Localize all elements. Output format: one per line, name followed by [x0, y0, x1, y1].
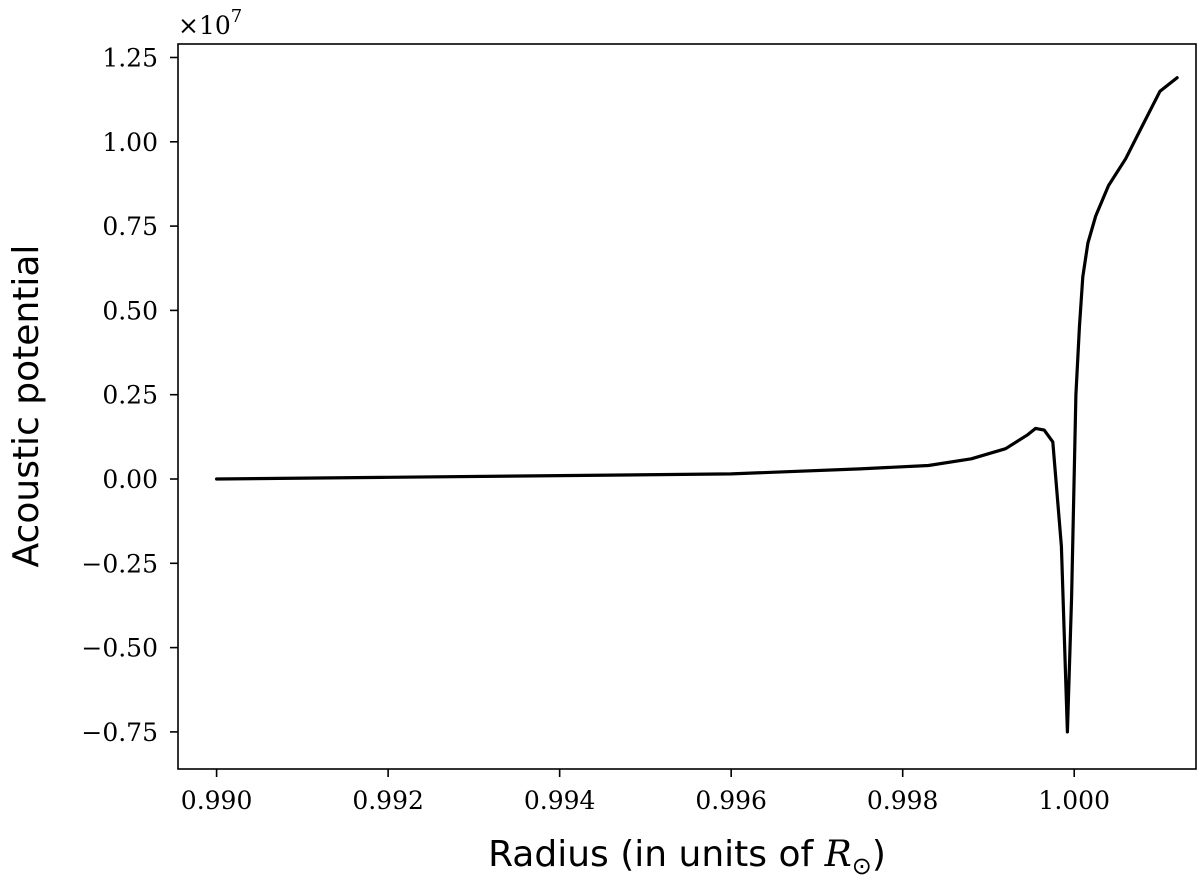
- y-tick-label: 1.25: [102, 43, 158, 72]
- series-line: [215, 76, 1179, 734]
- y-tick-label: 0.00: [102, 465, 158, 494]
- plot-frame: [177, 43, 1197, 770]
- x-tick-label: 0.998: [867, 786, 939, 815]
- y-tick-label: −0.50: [81, 634, 158, 663]
- x-tick-label: 0.992: [352, 786, 424, 815]
- y-axis-ticks: −0.75 −0.50 −0.25 0.00 0.25 0.50 0.75 1.00 1.25: [81, 43, 178, 747]
- x-axis-ticks: 0.990 0.992 0.994 0.996 0.998 1.000: [181, 769, 1110, 815]
- x-tick-label: 0.990: [181, 786, 253, 815]
- y-tick-label: 0.50: [102, 296, 158, 325]
- y-tick-label: 0.25: [102, 381, 158, 410]
- x-tick-label: 1.000: [1038, 786, 1110, 815]
- y-tick-label: −0.75: [81, 718, 158, 747]
- y-tick-label: 0.75: [102, 212, 158, 241]
- y-axis-label: Acoustic potential: [6, 245, 47, 568]
- y-offset-label: ×107: [178, 6, 242, 40]
- x-tick-label: 0.996: [695, 786, 767, 815]
- y-tick-label: 1.00: [102, 128, 158, 157]
- x-tick-label: 0.994: [524, 786, 596, 815]
- y-tick-label: −0.25: [81, 549, 158, 578]
- x-axis-label: Radius (in units of R⊙): [488, 834, 886, 880]
